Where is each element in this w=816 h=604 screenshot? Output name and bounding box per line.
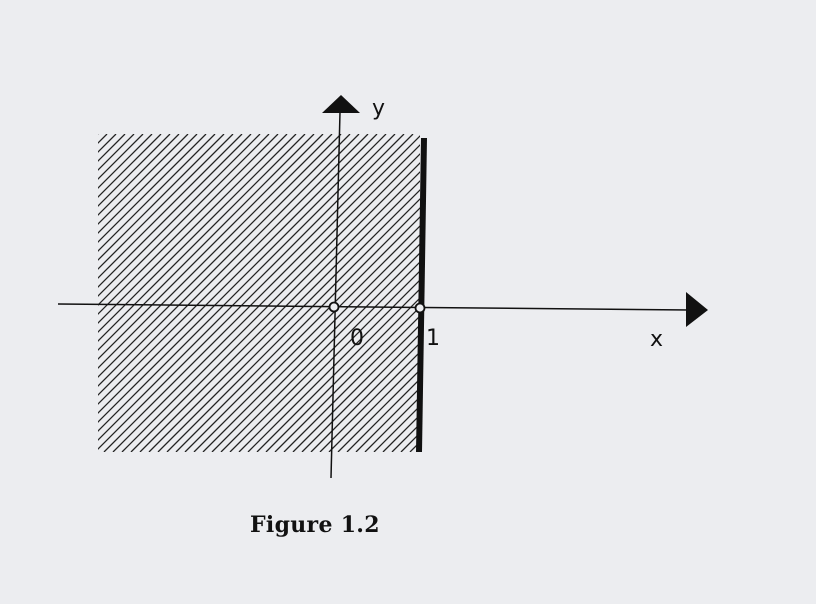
x-axis [57,303,691,311]
hatch-line [98,134,297,333]
hatch-line [98,134,234,270]
hatch-line [184,216,420,452]
x-axis-label: x [650,327,663,352]
hatch-line [418,450,420,452]
boundary-point [414,302,426,314]
y-axis [330,111,341,479]
hatch-line [98,134,252,288]
hatch-line [346,378,420,452]
boundary-line [416,137,427,453]
hatch-line [211,243,420,452]
hatch-line [98,134,216,252]
hatch-line [103,135,420,452]
hatch-line [247,279,420,452]
hatch-line [98,134,324,360]
y-axis-label: y [372,96,385,121]
hatch-line [166,198,420,452]
hatch-line [98,134,405,441]
hatch-line [202,234,420,452]
hatch-line [337,369,420,452]
hatch-line [98,134,162,198]
y-axis-arrowhead [322,95,360,113]
hatch-line [98,134,378,414]
hatch-line [98,134,288,324]
hatch-line [98,134,396,432]
hatch-line [292,324,420,452]
origin-label: 0 [350,326,364,351]
hatch-line [274,306,420,452]
hatch-line [98,134,180,216]
hatch-line [98,134,387,423]
hatch-line [355,387,420,452]
hatch-line [391,423,420,452]
hatch-line [193,225,420,452]
hatch-line [98,134,369,405]
hatch-line [98,134,351,387]
hatch-line [112,144,420,452]
boundary-label: 1 [426,326,440,351]
hatch-line [130,162,420,452]
hatch-line [98,134,207,243]
hatched-region [98,134,746,452]
hatch-line [98,134,99,135]
hatch-line [98,134,108,144]
hatch-line [98,134,279,315]
hatch-line [98,134,171,207]
hatch-line [428,134,746,452]
hatch-line [98,134,189,225]
hatch-line [98,134,333,369]
hatch-line [98,134,270,306]
hatch-line [409,441,420,452]
x-axis-arrowhead [686,292,708,327]
hatch-line [98,134,243,279]
hatch-line [121,153,420,452]
hatch-line [382,414,420,452]
hatch-line [98,134,261,297]
hatch-line [98,134,360,396]
hatch-line [98,134,414,450]
hatch-line [98,134,225,261]
hatch-line [238,270,420,452]
hatch-line [328,360,420,452]
hatch-line [310,342,420,452]
hatch-line [364,396,420,452]
hatch-line [139,171,420,452]
hatch-line [400,432,420,452]
figure-caption: Figure 1.2 [250,512,380,538]
hatch-line [98,134,306,342]
hatch-line [98,134,315,351]
hatch-line [229,261,420,452]
hatch-line [256,288,420,452]
hatch-line [301,333,420,452]
origin-point [328,301,340,313]
hatch-line [265,297,420,452]
hatch-line [148,180,420,452]
hatch-line [220,252,420,452]
hatch-line [283,315,420,452]
hatch-line [319,351,420,452]
hatch-line [98,134,153,189]
hatch-line [98,134,198,234]
hatch-line [98,134,342,378]
hatch-line [157,189,420,452]
